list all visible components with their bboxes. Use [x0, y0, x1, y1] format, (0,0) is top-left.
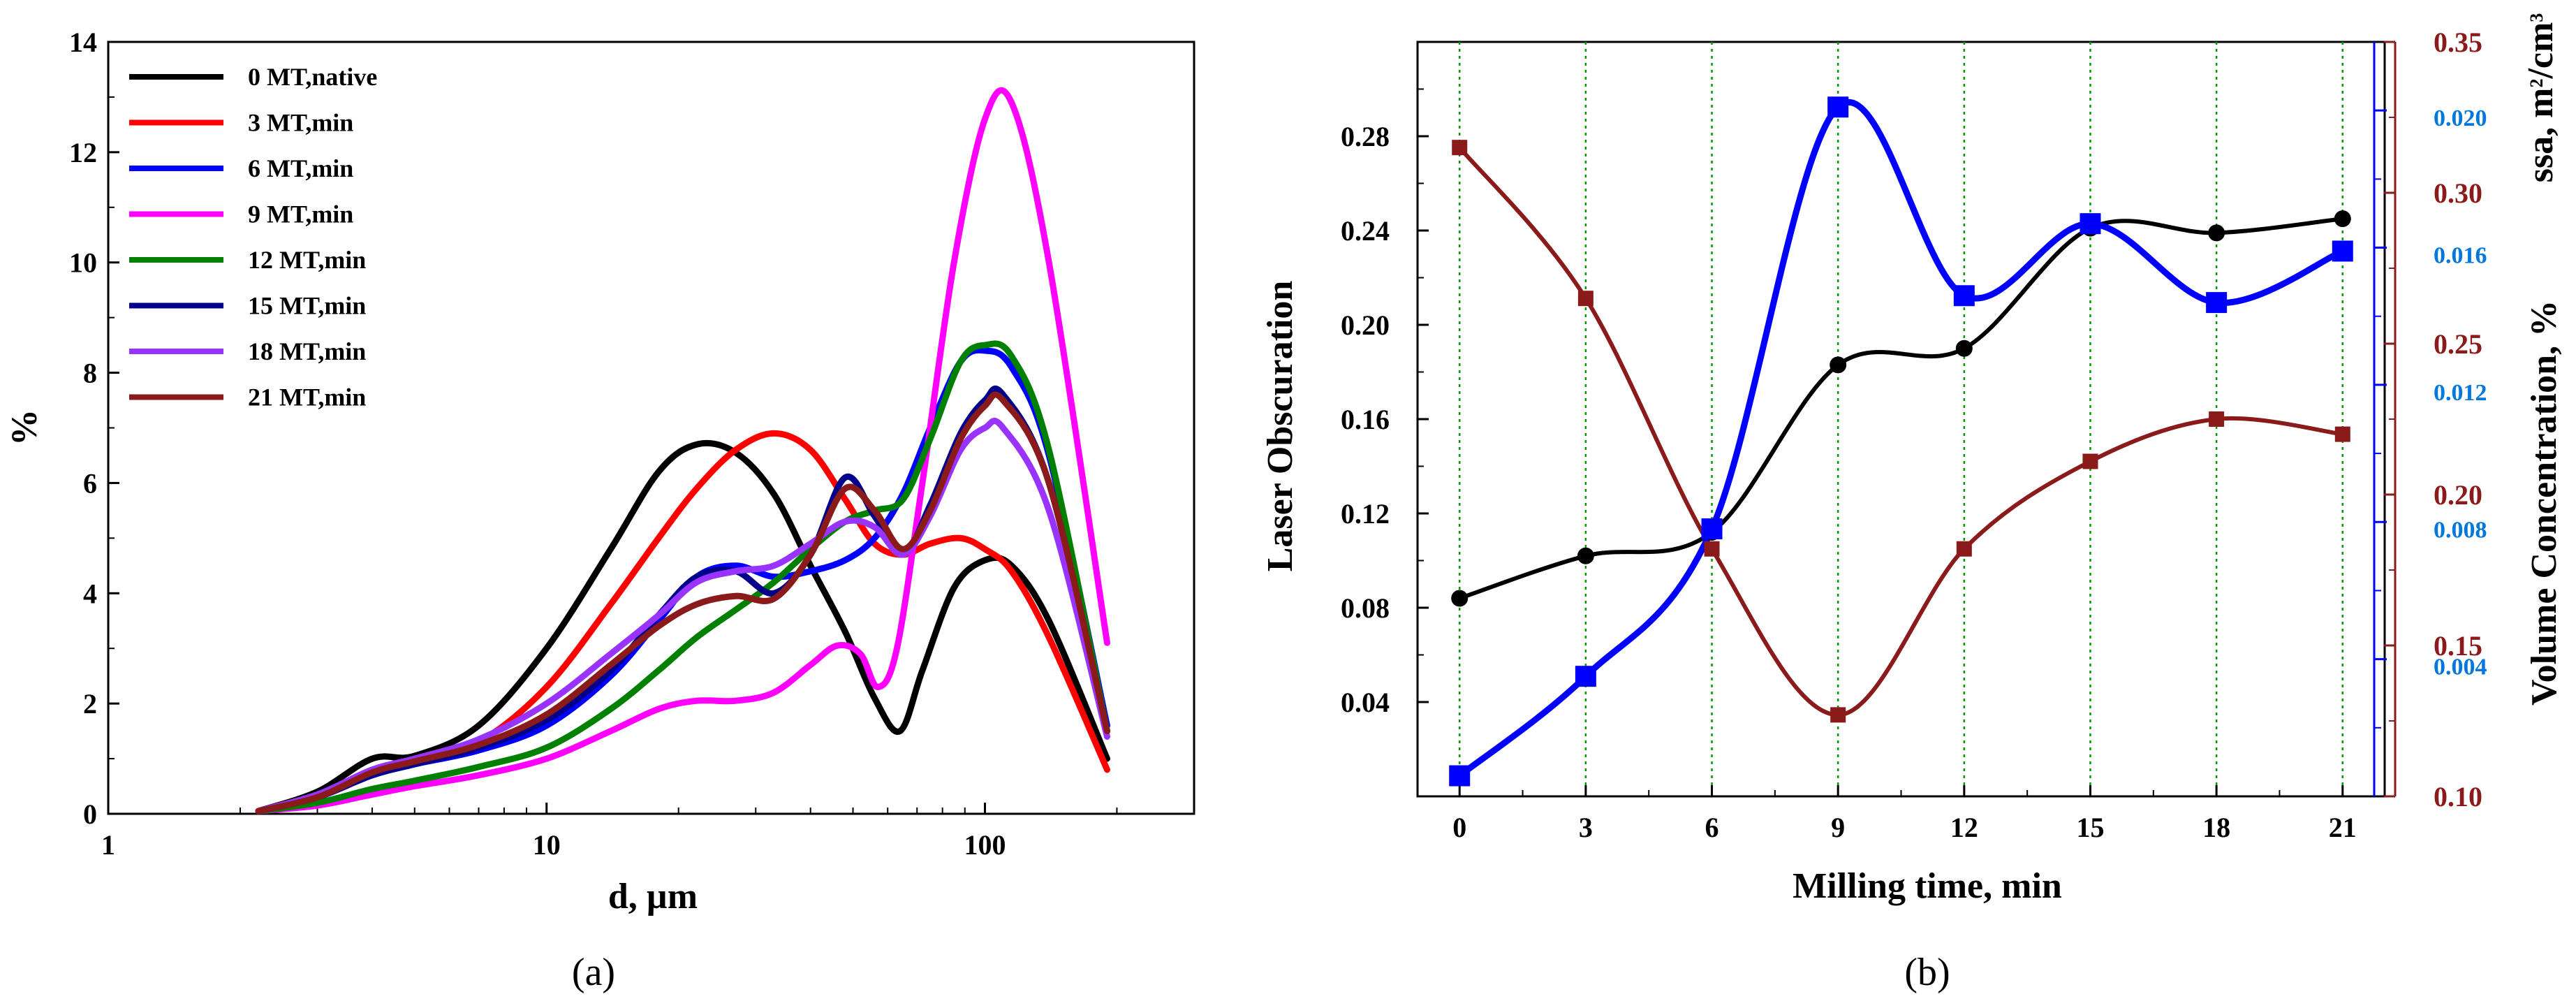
b-marker-square	[1953, 285, 1975, 307]
panel-b-left-axis-label: Laser Obscuration	[1260, 281, 1300, 572]
b-marker-square	[1704, 541, 1720, 557]
panel-a-x-axis-label: d, µm	[608, 877, 698, 916]
b-x-tick-label: 15	[2076, 812, 2104, 843]
b-series-line	[1457, 98, 2344, 779]
a-legend-label: 3 MT,min	[248, 109, 353, 137]
b-left-tick-label: 0.12	[1341, 498, 1390, 529]
b-ssa-tick-label: 0.10	[2434, 781, 2482, 812]
a-legend-label: 9 MT,min	[248, 200, 353, 228]
a-y-tick-label: 8	[83, 358, 97, 389]
a-x-tick-label: 100	[964, 829, 1006, 861]
a-series-line	[255, 340, 1110, 815]
b-volume-tick-label: 0.004	[2434, 655, 2487, 680]
panel-b-x-axis-label: Milling time, min	[1793, 866, 2062, 906]
b-marker-circle	[1955, 339, 1973, 357]
ssa-label-sup2: 3	[2526, 13, 2547, 22]
a-legend-label: 15 MT,min	[248, 292, 366, 320]
b-ssa-tick-label: 0.15	[2434, 630, 2482, 662]
b-volume-tick-label: 0.020	[2434, 105, 2487, 131]
a-y-tick-label: 12	[69, 137, 97, 168]
panel-a-curves	[255, 87, 1110, 815]
ssa-label-sup1: 2	[2526, 79, 2547, 88]
a-series-line	[255, 439, 1110, 815]
ssa-label-mid: /cm	[2521, 22, 2561, 80]
b-volume-tick-label: 0.016	[2434, 243, 2487, 269]
b-marker-square	[2206, 292, 2228, 314]
b-marker-square	[1449, 765, 1471, 787]
b-marker-circle	[1451, 590, 1469, 607]
b-marker-square	[1575, 666, 1596, 687]
a-y-tick-label: 6	[83, 467, 97, 499]
a-x-tick-label: 1	[101, 829, 115, 861]
b-x-tick-label: 9	[1831, 812, 1845, 843]
a-legend-label: 12 MT,min	[248, 246, 366, 274]
panel-a-caption: (a)	[572, 951, 615, 994]
b-left-tick-label: 0.16	[1341, 404, 1390, 435]
panel-a-y-axis-label: %	[5, 409, 45, 446]
a-legend-label: 0 MT,native	[248, 63, 377, 91]
a-legend-label: 21 MT,min	[248, 384, 366, 411]
b-marker-square	[1827, 96, 1849, 118]
b-x-tick-label: 18	[2202, 812, 2230, 843]
b-marker-circle	[2334, 210, 2351, 228]
panel-b-grid	[1458, 42, 2344, 796]
b-ssa-tick-label: 0.25	[2434, 328, 2482, 360]
b-x-tick-label: 12	[1950, 812, 1978, 843]
b-marker-circle	[1830, 356, 1847, 374]
b-x-tick-label: 21	[2329, 812, 2357, 843]
b-marker-square	[2080, 213, 2101, 235]
a-series-line	[255, 418, 1110, 815]
b-marker-square	[2209, 411, 2225, 427]
b-left-tick-label: 0.08	[1341, 592, 1390, 624]
panel-b: 0 3 6 9 12 15 18 21 0.04 0.08 0.12 0.16 0.20 0.24 0.28…	[1260, 13, 2564, 994]
ssa-label-main: ssa, m	[2521, 88, 2561, 183]
b-ssa-tick-label: 0.35	[2434, 27, 2482, 58]
b-marker-square	[2082, 453, 2098, 469]
panel-b-volume-axis-label: Volume Concentration, %	[2524, 300, 2564, 706]
a-series-line	[255, 346, 1110, 815]
b-marker-square	[1956, 541, 1972, 557]
b-left-tick-label: 0.20	[1341, 309, 1390, 341]
panel-b-ssa-axis-label: ssa, m2/cm3	[2521, 13, 2561, 183]
a-series-line	[255, 87, 1110, 815]
b-marker-square	[2334, 426, 2350, 442]
b-marker-square	[1701, 518, 1723, 540]
a-y-tick-label: 0	[83, 798, 97, 830]
a-y-tick-label: 10	[69, 247, 97, 279]
b-left-tick-label: 0.24	[1341, 215, 1390, 247]
b-x-tick-label: 0	[1452, 812, 1466, 843]
b-ssa-tick-label: 0.30	[2434, 177, 2482, 209]
a-legend-label: 18 MT,min	[248, 337, 366, 365]
b-marker-square	[1577, 291, 1594, 307]
a-y-tick-label: 4	[83, 578, 97, 609]
panel-a-legend: 0 MT,native 3 MT,min 6 MT,min 9 MT,min 12 MT…	[129, 63, 377, 411]
panel-a: 0 2 4 6 8 10 12 14 1 10 100 0 MT,native 3 MT,min 6 M…	[5, 27, 1195, 994]
panel-b-curves	[1449, 96, 2353, 787]
b-series-line	[1457, 146, 2343, 717]
b-marker-square	[2332, 240, 2353, 262]
b-marker-circle	[1577, 547, 1594, 564]
b-marker-square	[1452, 140, 1468, 156]
a-y-tick-label: 2	[83, 688, 97, 720]
b-marker-circle	[2208, 224, 2225, 242]
panel-b-ticks: 0 3 6 9 12 15 18 21 0.04 0.08 0.12 0.16 0.20 0.24 0.28…	[1341, 27, 2487, 843]
b-series-line	[1459, 217, 2343, 601]
b-volume-tick-label: 0.012	[2434, 380, 2487, 406]
a-series-line	[255, 391, 1110, 815]
b-left-tick-label: 0.28	[1341, 121, 1390, 152]
b-marker-square	[1830, 707, 1846, 723]
panel-b-caption: (b)	[1904, 951, 1950, 994]
b-ssa-tick-label: 0.20	[2434, 479, 2482, 511]
b-volume-tick-label: 0.008	[2434, 517, 2487, 543]
a-x-tick-label: 10	[533, 829, 561, 861]
a-y-tick-label: 14	[69, 27, 97, 58]
b-x-tick-label: 3	[1579, 812, 1593, 843]
b-x-tick-label: 6	[1705, 812, 1719, 843]
a-legend-label: 6 MT,min	[248, 154, 353, 182]
b-left-tick-label: 0.04	[1341, 687, 1390, 718]
panel-a-ticks: 0 2 4 6 8 10 12 14 1 10 100	[69, 27, 1195, 861]
